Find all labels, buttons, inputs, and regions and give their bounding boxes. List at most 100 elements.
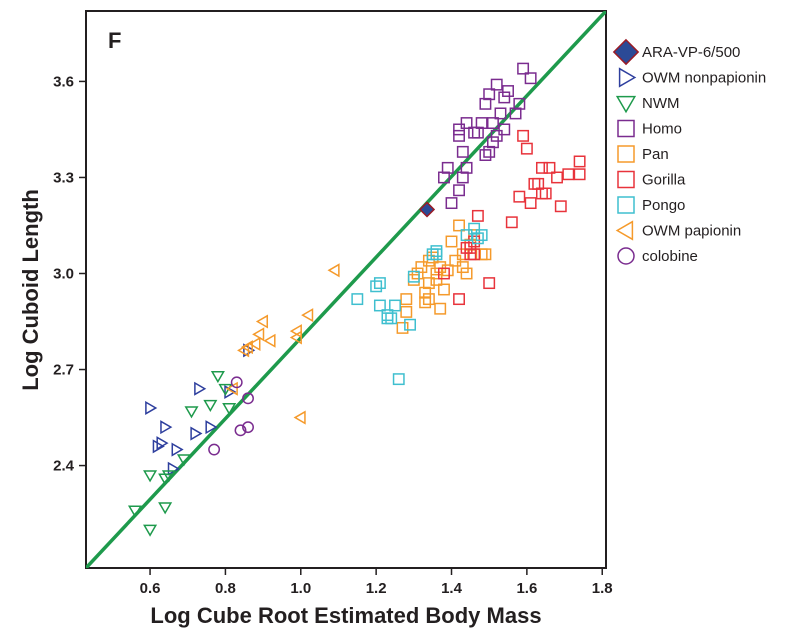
point-gorilla: [438, 267, 450, 280]
point-owm-papionin: [252, 327, 265, 342]
point-gorilla: [532, 177, 545, 190]
legend-marker-nwm: [615, 95, 637, 114]
legend-marker-owm-papionin: [615, 220, 634, 241]
legend-label-owm-papionin: OWM papionin: [642, 223, 741, 240]
x-tick-label: 1.2: [366, 580, 387, 597]
point-owm-nonpapionin: [205, 420, 218, 435]
point-owm-nonpapionin: [224, 384, 237, 399]
legend-marker-pongo: [617, 196, 635, 214]
point-pan: [460, 267, 473, 280]
series-ara-vp-6-500: [418, 201, 436, 218]
point-homo: [490, 129, 503, 142]
point-pan: [400, 293, 413, 306]
point-homo: [483, 88, 496, 101]
y-tick-label: 3.0: [53, 265, 74, 282]
point-gorilla: [562, 168, 575, 181]
point-homo: [513, 97, 526, 110]
point-pan: [415, 261, 428, 274]
point-pan: [430, 267, 443, 280]
point-owm-papionin: [248, 336, 261, 351]
point-pan: [438, 283, 450, 296]
x-tick-label: 0.8: [215, 580, 236, 597]
x-tick-label: 0.6: [140, 580, 161, 597]
point-nwm: [158, 473, 173, 486]
point-pan: [468, 229, 481, 242]
point-owm-papionin: [293, 410, 306, 425]
legend-marker-pan: [617, 145, 635, 163]
point-owm-nonpapionin: [190, 426, 203, 441]
point-gorilla: [464, 248, 477, 261]
point-nwm: [158, 502, 173, 515]
point-gorilla: [513, 190, 526, 203]
point-pan: [396, 321, 409, 334]
point-pongo: [351, 293, 364, 306]
x-axis: 0.6 0.8 1.0 1.2 1.4 1.6 1.8: [140, 568, 613, 597]
point-owm-nonpapionin: [171, 442, 184, 457]
point-pan: [441, 264, 454, 277]
point-pongo: [404, 318, 417, 331]
x-tick-label: 1.4: [441, 580, 463, 597]
point-homo: [471, 126, 484, 139]
point-homo: [490, 78, 503, 91]
point-gorilla: [520, 142, 533, 155]
legend-marker-ara-vp-6-500: [612, 38, 640, 66]
legend-label-homo: Homo: [642, 121, 682, 138]
point-gorilla: [573, 155, 586, 168]
y-tick-label: 2.4: [53, 458, 75, 475]
point-homo: [460, 161, 473, 174]
point-owm-papionin: [289, 324, 302, 339]
point-homo: [483, 145, 496, 158]
series-gorilla: [438, 129, 586, 306]
x-tick-label: 1.8: [592, 580, 613, 597]
point-nwm: [127, 505, 143, 518]
point-nwm: [184, 406, 199, 419]
point-pongo: [430, 248, 443, 261]
point-homo: [517, 62, 530, 75]
legend-entry-gorilla: Gorilla: [617, 170, 686, 189]
point-gorilla: [524, 197, 537, 210]
series-colobine: [208, 376, 254, 456]
point-gorilla: [543, 161, 556, 174]
panel-label: F: [108, 28, 121, 53]
point-pan: [456, 248, 469, 261]
legend-label-owm-nonpapionin: OWM nonpapionin: [642, 70, 766, 87]
point-nwm: [203, 399, 218, 412]
point-pongo: [471, 232, 484, 245]
point-owm-papionin: [301, 308, 314, 323]
point-pan: [400, 305, 413, 318]
point-homo: [494, 107, 507, 120]
point-homo: [479, 149, 492, 162]
point-pongo: [407, 270, 420, 283]
legend-marker-colobine: [617, 247, 635, 265]
point-homo: [487, 136, 499, 149]
point-homo: [441, 161, 454, 174]
point-homo: [509, 107, 522, 120]
point-homo: [460, 117, 473, 129]
point-owm-nonpapionin: [194, 381, 207, 396]
point-pan: [449, 254, 462, 267]
legend-entry-colobine: colobine: [617, 247, 698, 265]
legend-label-nwm: NWM: [642, 95, 680, 112]
point-gorilla: [551, 171, 563, 184]
legend-marker-homo: [617, 119, 635, 138]
legend-entry-owm-papionin: OWM papionin: [615, 220, 741, 241]
legend-entry-homo: Homo: [617, 119, 682, 138]
y-tick-label: 2.7: [53, 362, 74, 379]
point-pongo: [373, 277, 386, 290]
legend-label-gorilla: Gorilla: [642, 172, 686, 189]
point-pongo: [381, 312, 394, 325]
point-pongo: [389, 299, 401, 312]
point-gorilla: [453, 293, 465, 306]
point-nwm: [143, 470, 158, 483]
point-pongo: [460, 229, 473, 242]
legend-entry-owm-nonpapionin: OWM nonpapionin: [618, 67, 766, 88]
point-owm-papionin: [263, 333, 276, 348]
point-gorilla: [554, 200, 567, 213]
point-owm-nonpapionin: [152, 439, 165, 454]
point-gorilla: [539, 187, 552, 200]
point-pan: [479, 248, 492, 261]
point-ara-vp-6-500: [418, 201, 436, 218]
point-homo: [445, 197, 458, 210]
point-gorilla: [483, 277, 496, 290]
point-owm-nonpapionin: [145, 400, 158, 415]
